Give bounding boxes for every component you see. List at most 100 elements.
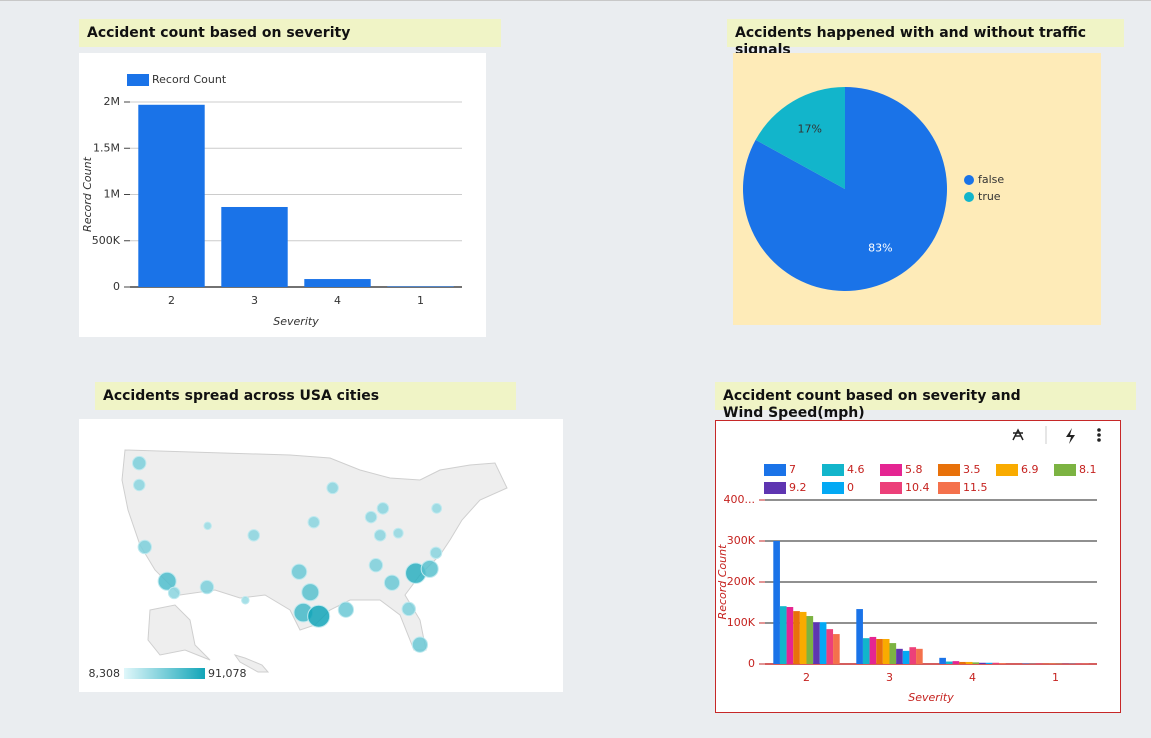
bubble: [373, 529, 387, 542]
bar: [826, 629, 834, 664]
y-tick-label: 1M: [104, 188, 121, 201]
menu-dot: [1097, 433, 1101, 437]
legend-label: 0: [847, 481, 854, 494]
bar: [221, 206, 288, 287]
legend-label: Record Count: [152, 73, 227, 86]
bar: [387, 286, 454, 287]
legend-label: 11.5: [963, 481, 988, 494]
y-tick-label: 0: [113, 280, 120, 293]
legend-label: 9.2: [789, 481, 807, 494]
bar: [939, 657, 946, 664]
x-tick-label: 2: [803, 671, 810, 684]
x-tick-label: 4: [969, 671, 976, 684]
bar: [779, 606, 787, 664]
bar: [819, 622, 827, 664]
panel: [79, 53, 486, 337]
bubble: [293, 602, 314, 623]
bar: [972, 662, 980, 664]
bolt-icon: [1066, 428, 1075, 444]
legend-label: 3.5: [963, 463, 981, 476]
legend-label: 8.1: [1079, 463, 1097, 476]
bar: [896, 648, 903, 664]
x-tick-label: 1: [1052, 671, 1059, 684]
y-axis-label: Record Count: [716, 544, 729, 620]
chart-title: Accident count based on severity: [79, 19, 501, 47]
legend-label: 6.9: [1021, 463, 1039, 476]
legend-swatch: [764, 482, 786, 494]
legend-swatch: [822, 464, 844, 476]
menu-dot: [1097, 438, 1101, 442]
bar: [959, 661, 966, 664]
bubble: [326, 481, 339, 495]
bubble: [401, 601, 416, 617]
top-border: [0, 0, 1151, 1]
x-axis-label: Severity: [908, 691, 954, 704]
legend-swatch: [822, 482, 844, 494]
x-tick-label: 2: [168, 294, 175, 307]
bubble: [132, 455, 147, 471]
legend-swatch: [764, 464, 786, 476]
legend-label: 10.4: [905, 481, 930, 494]
bar: [793, 611, 800, 664]
pie-slice: [755, 87, 845, 189]
legend-label: 5.8: [905, 463, 923, 476]
bubble: [364, 510, 378, 524]
y-tick-label: 1.5M: [93, 141, 120, 154]
legend-min-label: 8,308: [89, 667, 121, 680]
legend-label: false: [978, 173, 1004, 186]
bubble: [405, 562, 427, 584]
y-tick-label: 400...: [724, 493, 756, 506]
legend-swatch: [127, 74, 149, 86]
bar: [916, 648, 923, 664]
bar: [952, 661, 960, 664]
y-tick-label: 0: [748, 657, 755, 670]
bubble: [431, 502, 443, 514]
legend-swatch: [996, 464, 1018, 476]
legend-label: 4.6: [847, 463, 865, 476]
menu-dot: [1097, 428, 1101, 432]
legend-swatch: [1054, 464, 1076, 476]
bar: [799, 611, 807, 664]
y-tick-label: 100K: [727, 616, 756, 629]
bar: [773, 541, 780, 664]
bar: [138, 104, 205, 288]
bubble: [199, 579, 215, 595]
bubble: [132, 478, 146, 492]
bar: [862, 638, 870, 664]
bubble: [337, 601, 355, 618]
bubble: [376, 502, 390, 515]
bubble: [368, 558, 384, 573]
bar: [856, 609, 863, 664]
panel: [733, 53, 1101, 325]
legend-swatch: [964, 192, 974, 202]
hawaii: [233, 654, 270, 673]
us-map: [121, 449, 508, 651]
x-tick-label: 1: [417, 294, 424, 307]
legend-label: 7: [789, 463, 796, 476]
bubble: [420, 559, 439, 578]
bar: [813, 622, 820, 664]
slice-label: 17%: [797, 122, 821, 135]
chart-title: Accidents happened with and without traf…: [727, 19, 1124, 58]
chart-title: Accidents spread across USA cities: [95, 382, 516, 410]
x-tick-label: 3: [886, 671, 893, 684]
bubble: [301, 583, 320, 602]
bar: [902, 650, 910, 664]
bubble: [247, 529, 260, 542]
panel: [715, 420, 1121, 713]
legend-swatch: [938, 464, 960, 476]
y-tick-label: 300K: [727, 534, 756, 547]
bar: [985, 662, 993, 664]
y-tick-label: 500K: [92, 234, 121, 247]
legend-swatch: [880, 464, 902, 476]
color-legend: [124, 668, 205, 679]
bubble: [290, 563, 308, 580]
bubble: [429, 546, 443, 560]
legend-max-label: 91,078: [208, 667, 247, 680]
bar: [304, 279, 371, 287]
bar: [945, 661, 953, 664]
bar: [909, 647, 917, 664]
y-tick-label: 200K: [727, 575, 756, 588]
